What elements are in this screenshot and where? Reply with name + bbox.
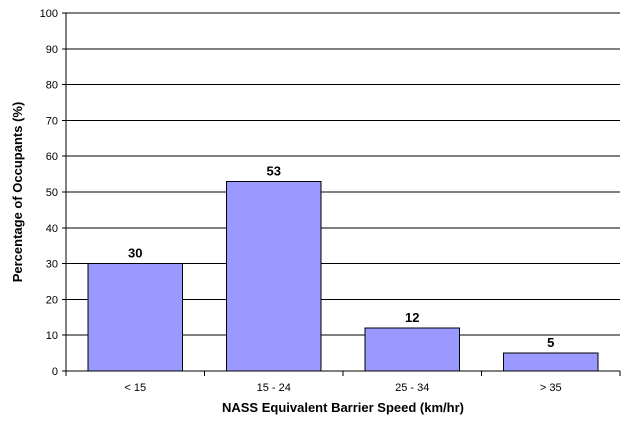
y-tick-label: 30: [46, 259, 58, 271]
y-axis-title: Percentage of Occupants (%): [10, 102, 25, 283]
axes: [62, 12, 621, 376]
x-tick-label: 25 - 34: [395, 382, 429, 394]
x-tick-label: < 15: [124, 382, 146, 394]
data-labels: 30 53 12 5: [128, 163, 554, 350]
x-axis-title: NASS Equivalent Barrier Speed (km/hr): [222, 400, 464, 415]
y-tick-label: 90: [46, 44, 58, 56]
x-tick-label: 15 - 24: [257, 382, 291, 394]
y-tick-label: 80: [46, 80, 58, 92]
bar: [503, 352, 599, 372]
x-tick-labels: < 15 15 - 24 25 - 34 > 35: [124, 382, 561, 394]
y-tick-label: 60: [46, 151, 58, 163]
bar: [226, 180, 322, 372]
y-tick-labels: 0 10 20 30 40 50 60 70 80 90 100: [40, 8, 58, 378]
bar: [87, 263, 183, 372]
data-label: 53: [267, 163, 281, 178]
data-label: 30: [128, 246, 142, 261]
y-tick-label: 40: [46, 223, 58, 235]
x-tick-label: > 35: [540, 382, 562, 394]
data-label: 12: [405, 310, 419, 325]
data-label: 5: [547, 335, 554, 350]
y-tick-label: 100: [40, 8, 58, 20]
y-tick-label: 0: [52, 366, 58, 378]
bar: [364, 327, 460, 372]
y-tick-label: 70: [46, 115, 58, 127]
y-tick-label: 50: [46, 187, 58, 199]
y-tick-label: 20: [46, 294, 58, 306]
bars: [87, 180, 599, 372]
y-tick-label: 10: [46, 330, 58, 342]
